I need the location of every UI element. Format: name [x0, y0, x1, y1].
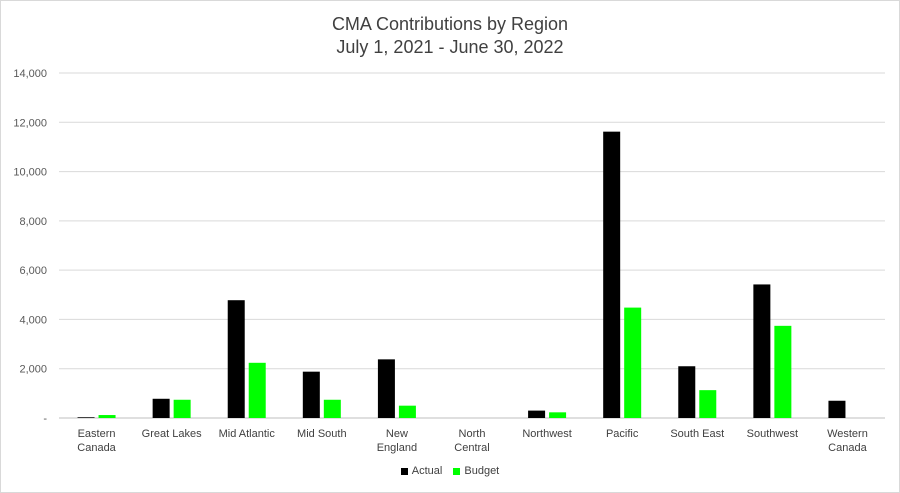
x-tick-label: Central	[454, 442, 489, 454]
x-tick-label: South East	[670, 428, 724, 440]
bar-actual	[77, 417, 95, 418]
x-tick-label: Canada	[828, 442, 867, 454]
x-tick-label: Mid South	[297, 428, 347, 440]
y-tick-label: 4,000	[19, 314, 47, 326]
chart-legend: Actual Budget	[1, 465, 899, 478]
x-tick-label: Western	[827, 428, 868, 440]
x-tick-label: Northwest	[522, 428, 572, 440]
bar-actual	[828, 400, 846, 418]
bar-actual	[152, 398, 170, 418]
chart-title: CMA Contributions by Region	[331, 14, 569, 34]
bar-budget	[98, 415, 116, 418]
bar-budget	[323, 399, 341, 418]
legend-label-actual: Actual	[411, 465, 443, 477]
bar-actual	[753, 284, 771, 418]
legend-item-budget: Budget	[453, 465, 499, 477]
bar-budget	[549, 412, 567, 418]
y-tick-label: -	[43, 413, 47, 425]
y-tick-label: 12,000	[13, 117, 47, 129]
bar-actual	[528, 410, 546, 418]
chart-title-block: CMA Contributions by Region July 1, 2021…	[1, 13, 899, 59]
legend-item-actual: Actual	[400, 465, 443, 477]
bar-actual	[227, 300, 245, 418]
x-tick-label: Great Lakes	[142, 428, 202, 440]
x-tick-label: Pacific	[606, 428, 639, 440]
chart-subtitle: July 1, 2021 - June 30, 2022	[336, 37, 564, 57]
legend-swatch-actual	[400, 467, 408, 475]
legend-label-budget: Budget	[464, 465, 500, 477]
bar-budget	[699, 390, 717, 418]
x-tick-label: Southwest	[747, 428, 798, 440]
x-tick-label: Mid Atlantic	[219, 428, 276, 440]
y-tick-label: 14,000	[13, 68, 47, 80]
bar-budget	[624, 307, 642, 418]
x-tick-label: England	[377, 442, 417, 454]
x-tick-label: North	[459, 428, 486, 440]
x-tick-label: New	[386, 428, 408, 440]
bar-actual	[302, 371, 320, 418]
y-tick-label: 6,000	[19, 265, 47, 277]
bar-actual	[377, 359, 395, 418]
bar-budget	[398, 405, 416, 418]
bar-actual	[678, 366, 696, 418]
bar-budget	[173, 399, 191, 418]
bar-budget	[774, 325, 792, 418]
y-tick-label: 10,000	[13, 167, 47, 179]
bar-budget	[248, 362, 266, 418]
legend-swatch-budget	[453, 467, 461, 475]
y-tick-label: 2,000	[19, 364, 47, 376]
x-tick-label: Canada	[77, 442, 116, 454]
bar-actual	[603, 131, 621, 418]
x-tick-label: Eastern	[78, 428, 116, 440]
y-tick-label: 8,000	[19, 216, 47, 228]
